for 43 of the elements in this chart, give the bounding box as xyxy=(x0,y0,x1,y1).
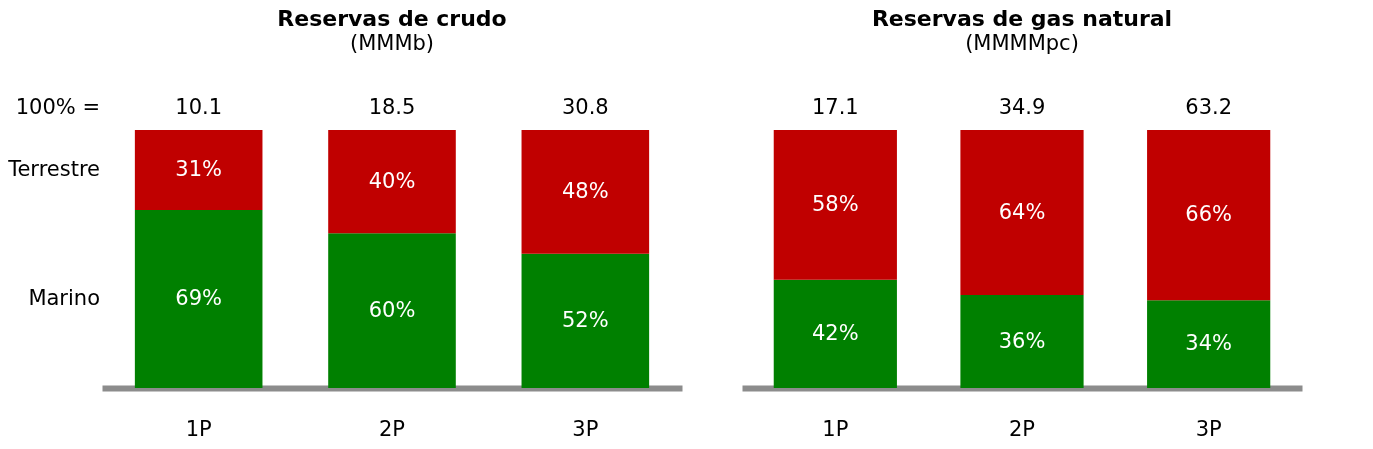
bar xyxy=(134,130,263,210)
data-label: 64% xyxy=(998,199,1046,224)
data-label: 36% xyxy=(998,328,1046,353)
annotation: 10.1 xyxy=(175,95,223,119)
annotation: 30.8 xyxy=(561,95,609,119)
series-label: Terrestre xyxy=(7,156,100,181)
data-label: 42% xyxy=(811,320,859,345)
bar xyxy=(328,233,456,388)
annotation: 34.9 xyxy=(998,95,1046,119)
chart-title: Reservas de crudo xyxy=(277,6,507,31)
data-label: 69% xyxy=(175,285,223,310)
text: 100% = xyxy=(15,95,100,119)
chart-subtitle: (MMMb) xyxy=(349,31,435,55)
x-tick-label: 2P xyxy=(1008,416,1036,441)
data-label: 31% xyxy=(175,156,223,181)
data-label: 34% xyxy=(1185,331,1233,356)
annotation: 63.2 xyxy=(1185,95,1233,119)
x-tick-label: 1P xyxy=(185,416,212,441)
bar xyxy=(773,279,897,388)
data-label: 40% xyxy=(368,168,416,193)
bar xyxy=(521,253,650,388)
bar xyxy=(1147,300,1271,388)
x-tick-label: 2P xyxy=(378,416,406,441)
bar xyxy=(134,209,263,388)
annotation: 18.5 xyxy=(368,95,416,119)
bar xyxy=(1147,130,1271,301)
chart-subtitle: (MMMMpc) xyxy=(965,31,1079,55)
data-label: 52% xyxy=(561,307,609,332)
bar xyxy=(960,130,1084,296)
bar xyxy=(521,130,650,254)
chart-title: Reservas de gas natural xyxy=(871,6,1173,31)
x-tick-label: 1P xyxy=(822,416,849,441)
data-label: 48% xyxy=(561,178,609,203)
x-tick-label: 3P xyxy=(1195,416,1222,441)
series-label: Marino xyxy=(28,285,100,310)
annotation: 17.1 xyxy=(811,95,859,119)
bar xyxy=(328,130,456,234)
data-label: 60% xyxy=(368,297,416,322)
bar xyxy=(773,130,897,280)
data-label: 66% xyxy=(1185,202,1233,227)
bar xyxy=(960,295,1084,388)
x-tick-label: 3P xyxy=(572,416,599,441)
data-label: 58% xyxy=(811,191,859,216)
